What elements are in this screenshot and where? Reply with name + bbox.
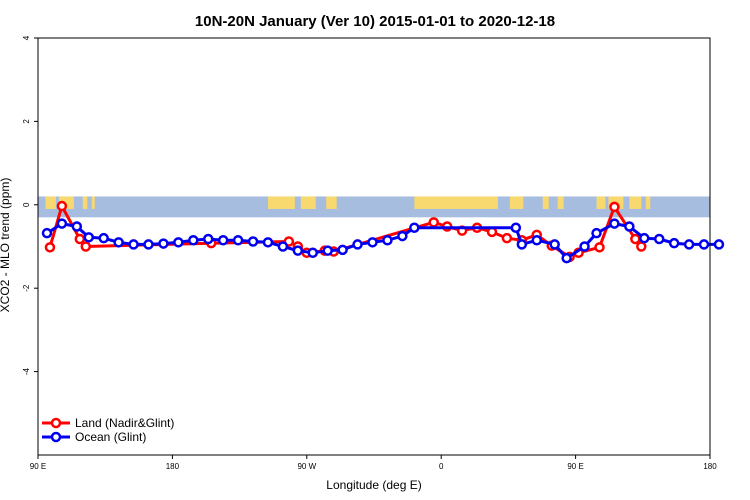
x-axis: 90 E 180 90 W 0 90 E 180 [30,455,717,471]
data-point [44,242,56,253]
y-tick-label: 2 [22,119,31,124]
data-point [188,234,199,246]
data-point [683,239,695,250]
data-point [501,232,513,244]
data-point [74,233,86,245]
y-tick-label: 4 [22,35,31,40]
x-tick-label: 90 E [30,462,46,471]
map-land-patch [557,196,564,209]
legend-swatch-marker [50,417,62,429]
x-tick-label: 0 [439,462,444,471]
map-land-patch [542,196,549,209]
data-point [56,218,68,229]
data-point [352,239,363,250]
data-point [698,239,710,250]
map-land-patch [300,196,316,209]
data-point [83,232,95,243]
data-point [80,241,92,252]
map-land-patch [645,196,651,209]
data-point [41,227,53,239]
data-point [639,232,650,244]
data-point [549,239,560,250]
y-axis-label: XCO2 - MLO trend (ppm) [0,178,12,313]
data-point [247,236,259,247]
legend: Land (Nadir&Glint)Ocean (Glint) [42,416,174,444]
legend-swatch-marker [50,431,62,443]
data-point [262,237,274,248]
y-tick-label: 0 [22,202,31,207]
data-point [510,222,522,233]
data-point [591,227,602,239]
data-point [594,242,605,253]
data-point [158,238,169,249]
map-land-patch [509,196,524,209]
data-point [277,241,289,252]
y-tick-label: -2 [22,284,31,292]
data-point [56,200,68,212]
data-point [128,239,139,250]
data-point [609,218,620,229]
data-point [653,233,665,245]
data-point [531,234,543,246]
y-tick-label: -4 [22,367,31,375]
data-point [630,233,641,245]
data-point [579,241,590,252]
plot-frame [37,37,711,456]
map-ocean-band [38,196,710,218]
data-point [382,234,393,246]
data-point [337,244,348,256]
legend-label: Ocean (Glint) [75,430,146,444]
x-axis-label: Longitude (deg E) [326,478,421,492]
y-axis: 4 2 0 -2 -4 [22,35,38,375]
series-layer [41,200,725,264]
data-point [217,234,229,246]
plot-area [37,37,725,456]
map-land-patch [91,196,95,209]
data-point [367,237,378,248]
data-point [516,239,528,250]
x-tick-label: 90 W [297,462,316,471]
x-tick-label: 90 E [567,462,583,471]
map-land-patch [82,196,88,209]
data-point [668,237,680,249]
map-land-patch [596,196,606,209]
data-point [113,237,124,248]
x-tick-label: 180 [166,462,180,471]
data-point [636,241,647,252]
chart-title: 10N-20N January (Ver 10) 2015-01-01 to 2… [195,13,555,30]
data-point [232,234,244,246]
data-point [307,247,319,259]
data-point [292,245,304,256]
data-point [624,221,635,232]
data-point [409,222,420,233]
map-land-patch [267,196,295,209]
data-point [98,232,109,244]
x-tick-label: 180 [703,462,717,471]
map-land-patch [326,196,337,209]
series-ocean [41,218,725,264]
data-point [322,245,333,256]
map-land-patch [629,196,642,209]
data-point [561,252,572,264]
data-point [143,239,154,250]
data-point [428,217,439,228]
data-point [173,237,184,248]
map-land-patch [414,196,498,209]
data-point [397,230,408,242]
data-point [713,239,725,250]
data-point [202,233,214,245]
legend-label: Land (Nadir&Glint) [75,416,174,430]
data-point [609,201,620,213]
data-point [71,221,83,232]
map-land-patch [45,196,56,209]
